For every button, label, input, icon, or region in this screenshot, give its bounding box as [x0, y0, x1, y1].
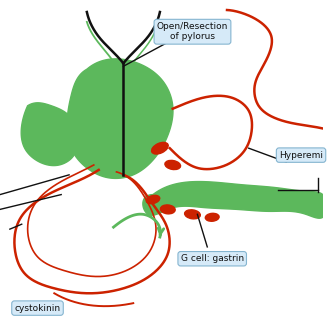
Text: G cell: gastrin: G cell: gastrin [181, 254, 244, 263]
Text: cystokinin: cystokinin [14, 303, 60, 313]
Polygon shape [143, 181, 327, 218]
Ellipse shape [165, 161, 181, 170]
Polygon shape [67, 59, 173, 179]
Ellipse shape [146, 195, 160, 204]
Ellipse shape [205, 213, 219, 221]
Text: Hyperemi: Hyperemi [279, 151, 323, 160]
Ellipse shape [161, 205, 175, 214]
Ellipse shape [185, 210, 200, 219]
Text: Open/Resection
of pylorus: Open/Resection of pylorus [157, 22, 228, 42]
Ellipse shape [152, 142, 168, 154]
Polygon shape [21, 103, 77, 165]
